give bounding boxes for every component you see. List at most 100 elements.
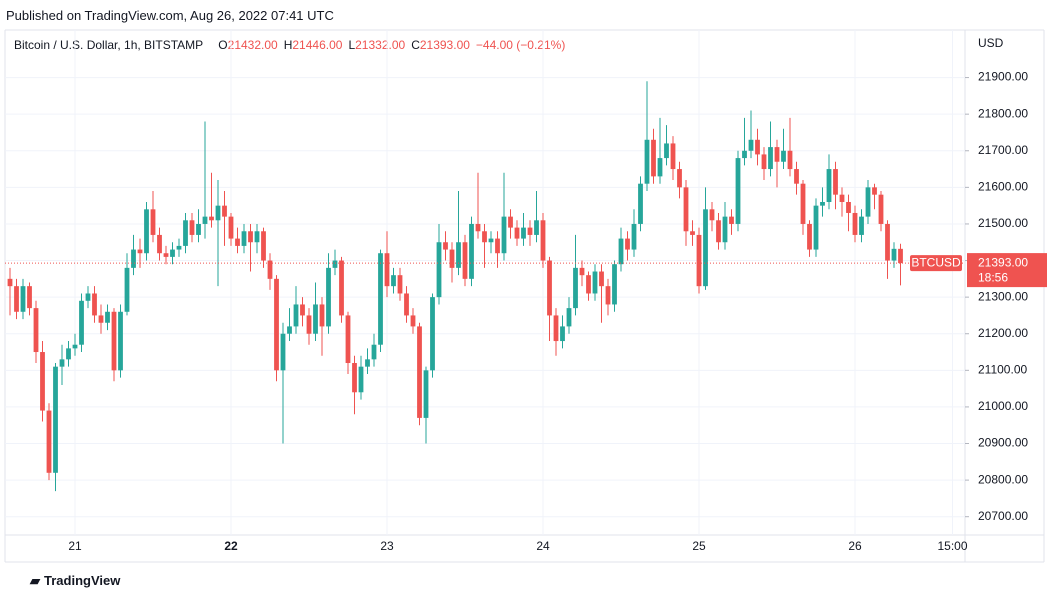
candle-body (618, 238, 624, 265)
candle-body (547, 260, 552, 316)
candle-body (651, 139, 656, 177)
candle-body (566, 308, 572, 327)
candle-body (716, 220, 721, 243)
candle-body (852, 212, 858, 235)
symbol-tag (910, 255, 962, 272)
candle-body (72, 344, 78, 349)
candle-body (176, 245, 182, 250)
candle-body (157, 234, 162, 254)
candle-body (813, 205, 819, 250)
candle-body (670, 143, 676, 170)
candle-body (755, 139, 760, 155)
candle-body (872, 187, 877, 195)
candle-body (462, 242, 468, 279)
candle-body (878, 194, 884, 224)
candle-body (397, 275, 403, 294)
candle-body (332, 260, 338, 268)
published-note: Published on TradingView.com, Aug 26, 20… (6, 8, 334, 23)
candle-body (287, 326, 292, 334)
candle-body (826, 169, 832, 202)
candle-body (196, 223, 201, 235)
candle-body (59, 359, 65, 367)
candle-body (501, 216, 507, 254)
candle-body (410, 315, 416, 327)
candle-body (371, 344, 377, 360)
candle-body (384, 253, 390, 287)
candle-body (488, 238, 494, 243)
candle-body (137, 249, 143, 254)
x-tick-label: 21 (68, 539, 82, 553)
candle-body (430, 297, 435, 371)
candle-body (482, 231, 487, 243)
brand-name: TradingView (44, 573, 121, 588)
candle-body (7, 278, 13, 287)
y-tick-label: 21600.00 (978, 180, 1028, 194)
candle-body (98, 315, 104, 323)
candle-body (807, 223, 812, 250)
candle-body (417, 326, 422, 418)
candle-body (521, 227, 526, 239)
candle-body (553, 315, 559, 342)
candle-body (280, 333, 286, 371)
candle-body (839, 194, 845, 202)
candle-body (592, 271, 598, 294)
candle-body (774, 147, 780, 162)
candle-body (560, 326, 565, 342)
candle-body (833, 169, 838, 195)
price-tag-text: 21393.00 (978, 255, 1028, 269)
candle-body (469, 223, 474, 279)
candle-body (33, 308, 39, 353)
y-tick-label: 21300.00 (978, 289, 1028, 303)
candle-body (859, 216, 864, 235)
candle-body (586, 275, 591, 294)
price-tag (967, 253, 1047, 288)
candle-body (722, 216, 728, 243)
candle-body (579, 267, 585, 276)
candle-body (306, 315, 312, 334)
ohlc-letter: L (348, 38, 356, 52)
candle-body (378, 253, 383, 345)
candle-body (105, 311, 110, 323)
candle-body (729, 216, 734, 224)
x-tick-label: 26 (848, 539, 862, 553)
ohlc-value: 21446.00 (292, 38, 343, 52)
y-tick-label: 21500.00 (978, 216, 1028, 230)
candle-body (787, 150, 793, 170)
candle-body (79, 300, 84, 345)
candle-body (222, 205, 227, 217)
candle-body (449, 249, 455, 268)
y-tick-label: 21700.00 (978, 143, 1028, 157)
candle-body (644, 139, 650, 184)
candle-body (865, 187, 871, 217)
candle-body (85, 293, 91, 301)
candle-body (475, 223, 481, 232)
candle-body (573, 267, 578, 309)
candle-body (625, 238, 630, 250)
candle-body (664, 143, 669, 159)
candle-body (261, 231, 266, 261)
symbol-tag-text: BTCUSD (911, 255, 961, 269)
y-tick-label: 21200.00 (978, 326, 1028, 340)
candle-body (703, 209, 708, 287)
y-tick-label: 20700.00 (978, 509, 1028, 523)
candle-body (534, 220, 539, 235)
candle-body (189, 220, 195, 235)
candle-body (540, 220, 546, 261)
candle-body (709, 209, 715, 221)
y-tick-label: 21000.00 (978, 399, 1028, 413)
x-tick-label: 15:00 (937, 539, 967, 553)
candle-body (599, 271, 604, 287)
candle-body (345, 315, 351, 364)
candle-body (605, 286, 611, 305)
candle-body (781, 150, 786, 162)
candle-body (794, 169, 799, 184)
candle-body (27, 286, 32, 309)
candle-body (436, 242, 442, 298)
candle-body (358, 366, 364, 393)
y-tick-label: 20800.00 (978, 472, 1028, 486)
candle-body (209, 216, 214, 221)
candle-body (508, 216, 513, 228)
x-tick-label: 25 (692, 539, 706, 553)
brand: ▰ TradingView (30, 573, 120, 589)
candle-body (274, 278, 279, 371)
